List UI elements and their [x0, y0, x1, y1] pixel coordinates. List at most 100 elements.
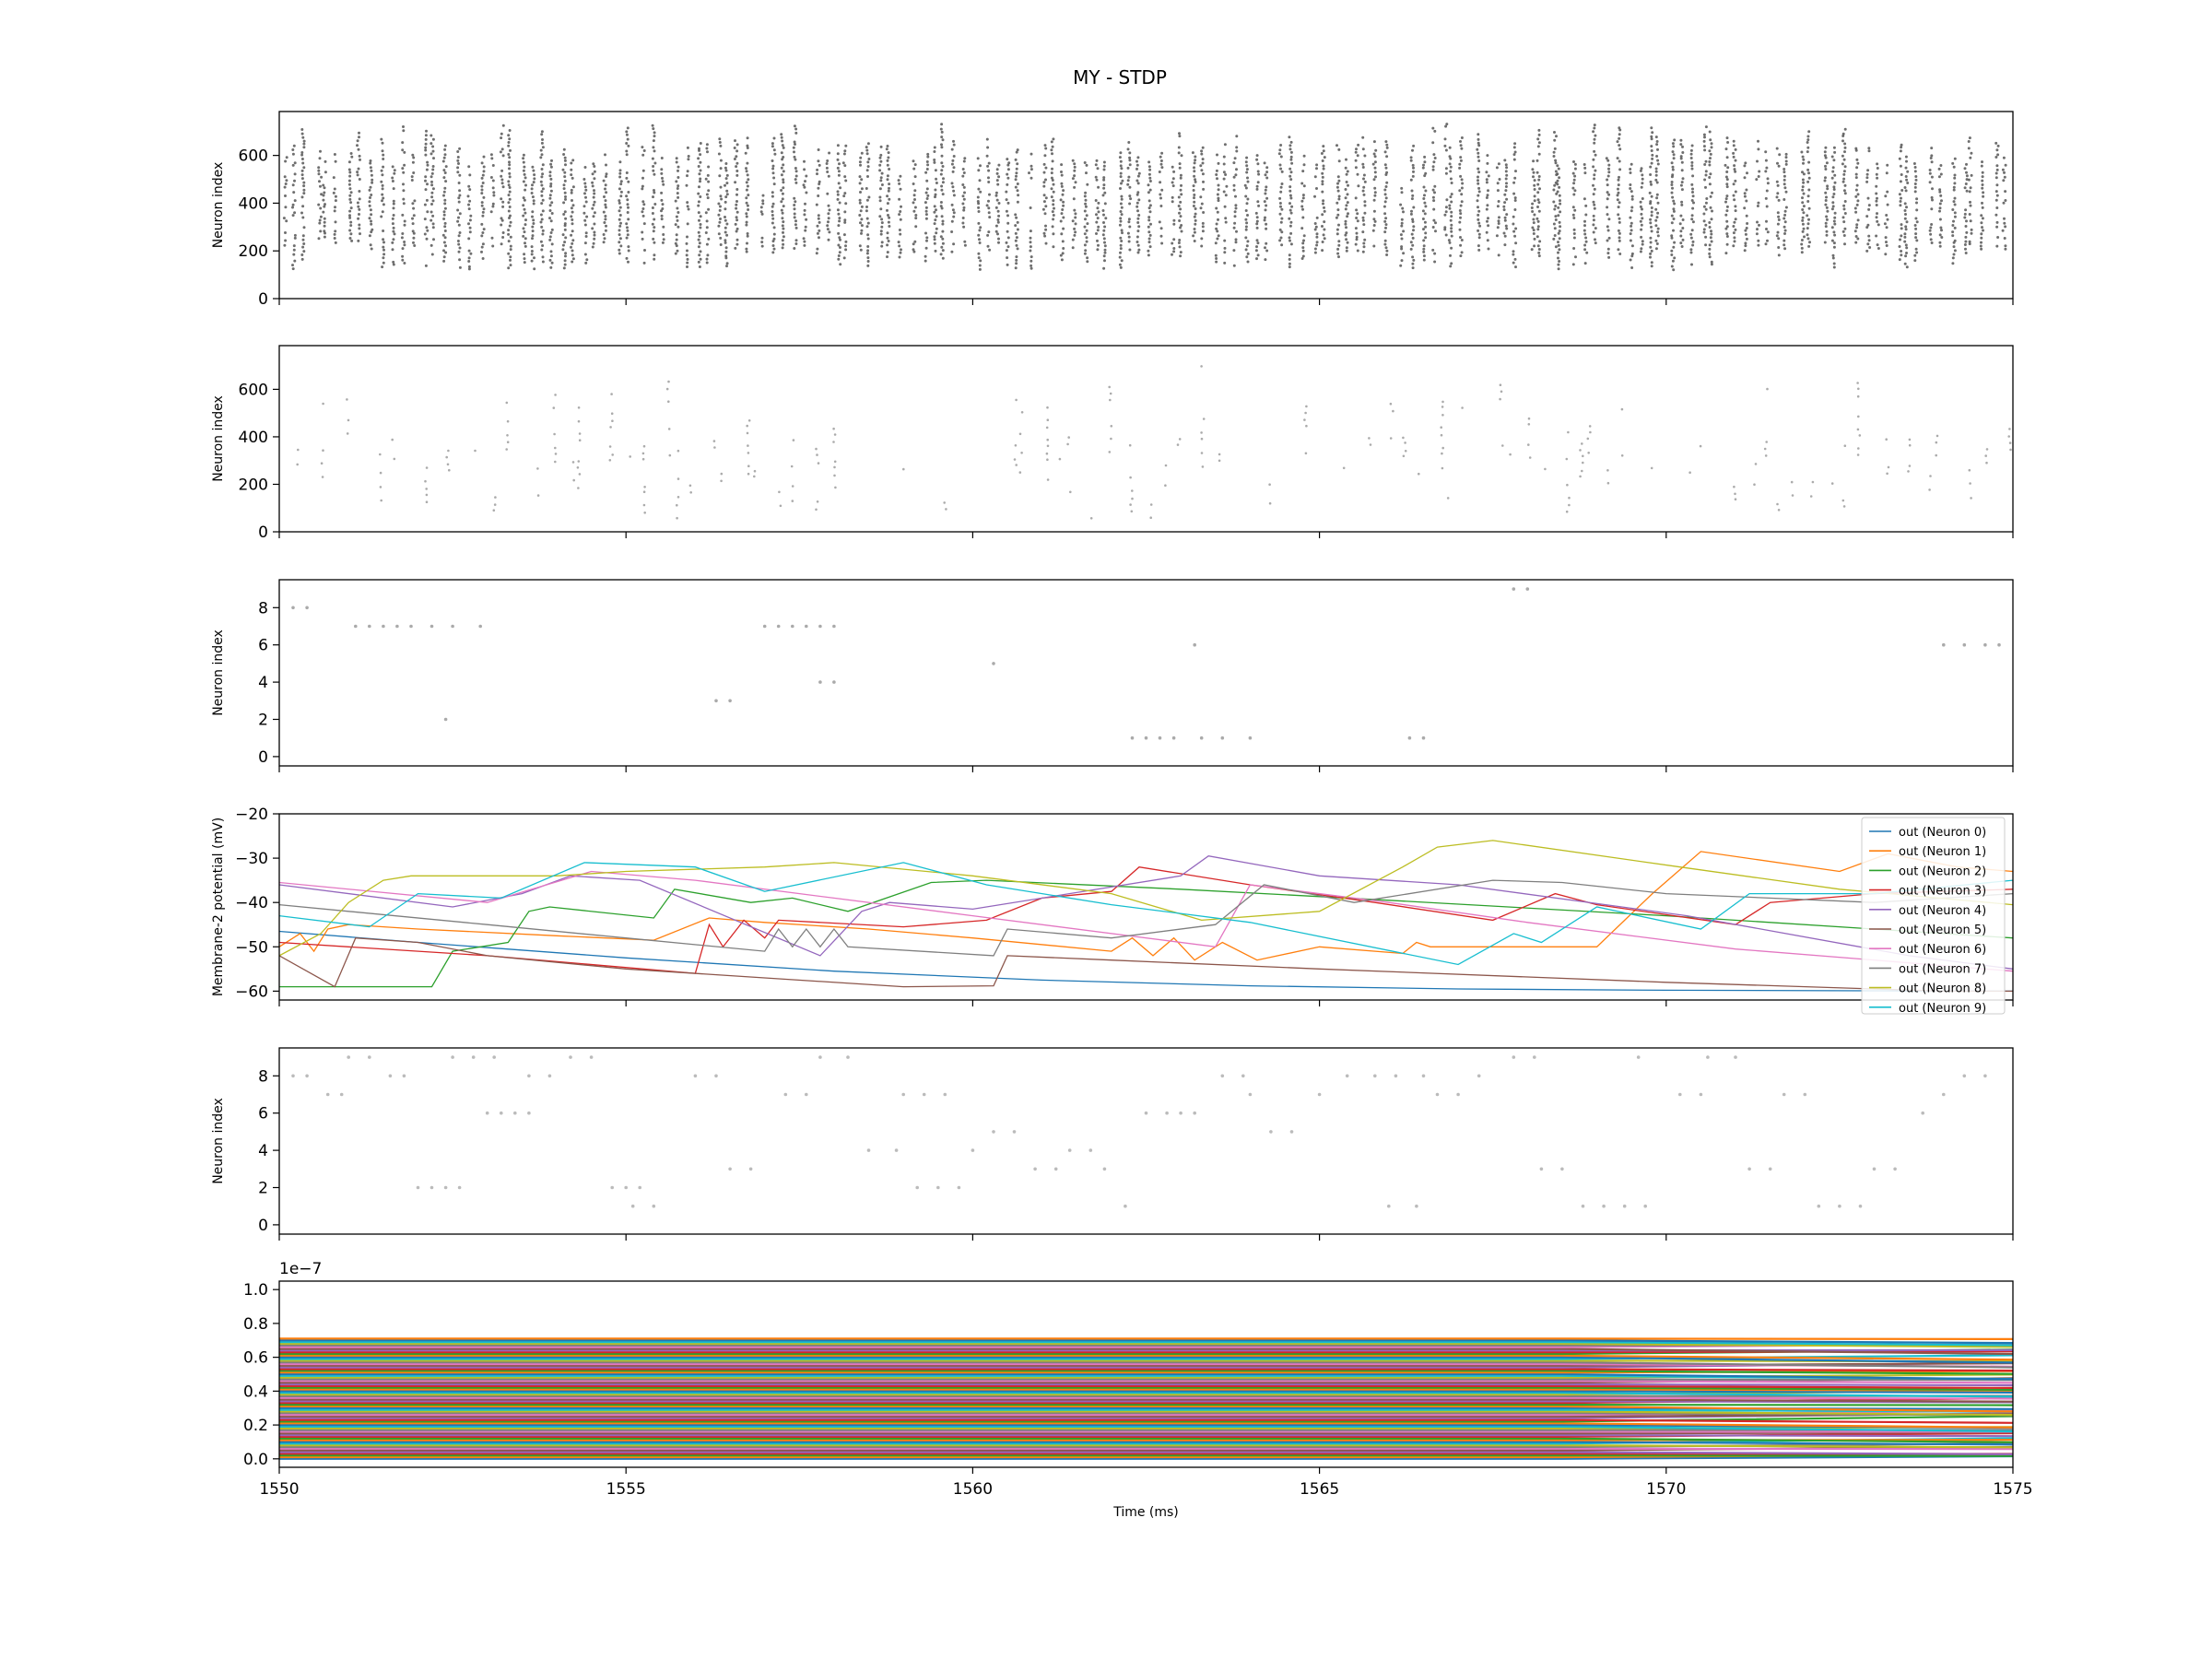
spike-dot — [592, 203, 595, 206]
spike-dot — [746, 232, 749, 235]
spike-dot — [1109, 392, 1112, 395]
spike-dot — [1654, 239, 1658, 242]
legend-item-label: out (Neuron 0) — [1899, 826, 1986, 840]
spike-dot — [1908, 443, 1912, 447]
spike-dot — [780, 151, 783, 155]
spike-dot — [1361, 147, 1365, 151]
spike-dot — [1097, 225, 1100, 229]
spike-dot — [1200, 149, 1204, 153]
spike-dot — [393, 169, 396, 172]
spike-dot — [500, 174, 503, 178]
spike-dot — [1853, 206, 1857, 210]
spike-dot — [734, 139, 736, 143]
spike-dot — [1244, 209, 1248, 212]
spike-dot — [735, 200, 738, 203]
spike-dot — [1201, 221, 1205, 225]
spike-dot — [359, 158, 361, 161]
spike-dot — [641, 169, 645, 172]
spike-dot — [735, 193, 738, 196]
spike-dot — [719, 205, 722, 208]
spike-dot — [507, 153, 511, 156]
spike-dot — [1400, 191, 1404, 194]
spike-dot — [1532, 232, 1535, 235]
spike-dot — [1193, 196, 1195, 200]
spike-dot — [1527, 423, 1531, 426]
spike-dot — [1135, 241, 1139, 243]
spike-dot — [443, 206, 447, 210]
spike-dot — [1671, 150, 1675, 154]
spike-dot — [1801, 201, 1805, 205]
spike-dot — [467, 184, 471, 188]
spike-dot — [424, 153, 428, 157]
spike-dot — [540, 130, 544, 134]
spike-dot — [547, 1074, 552, 1078]
spike-dot — [1235, 149, 1239, 153]
spike-dot — [1014, 266, 1018, 270]
spike-dot — [1385, 249, 1389, 253]
spike-dot — [1355, 235, 1359, 239]
spike-dot — [1680, 245, 1684, 248]
spike-dot — [381, 210, 384, 214]
spike-dot — [1536, 225, 1540, 229]
spike-dot — [1616, 140, 1619, 144]
spike-dot — [1302, 163, 1306, 167]
spike-dot — [1443, 144, 1447, 147]
spike-dot — [1607, 171, 1611, 174]
spike-dot — [357, 205, 360, 208]
spike-dot — [1147, 165, 1151, 169]
spike-dot — [369, 159, 372, 162]
spike-dot — [744, 151, 747, 155]
spike-dot — [1964, 235, 1968, 239]
spike-dot — [1119, 175, 1123, 179]
spike-dot — [1930, 147, 1934, 150]
spike-dot — [1732, 139, 1735, 143]
spike-dot — [618, 233, 621, 237]
spike-dot — [697, 204, 700, 207]
spike-dot — [1171, 181, 1174, 184]
spike-dot — [457, 234, 461, 238]
spike-dot — [508, 224, 512, 228]
spike-dot — [1533, 183, 1536, 187]
spike-dot — [817, 214, 820, 218]
spike-dot — [583, 192, 586, 195]
spike-dot — [793, 216, 796, 219]
spike-dot — [1288, 185, 1292, 189]
spike-dot — [1505, 173, 1509, 177]
spike-dot — [550, 201, 554, 205]
spike-dot — [1216, 193, 1219, 196]
spike-dot — [539, 180, 543, 183]
spike-dot — [1315, 167, 1318, 171]
spike-dot — [652, 146, 655, 149]
spike-dot — [1783, 168, 1786, 171]
spike-dot — [941, 256, 945, 260]
spike-dot — [836, 193, 840, 196]
y-tick-label: 6 — [258, 1105, 268, 1124]
spike-dot — [1411, 266, 1415, 270]
spike-dot — [1459, 159, 1463, 162]
spike-dot — [468, 173, 472, 177]
spike-dot — [1201, 146, 1205, 149]
spike-dot — [1313, 194, 1316, 198]
spike-dot — [1842, 158, 1846, 161]
spike-dot — [674, 199, 677, 203]
spike-dot — [2009, 448, 2012, 452]
spike-dot — [717, 202, 721, 206]
y-tick-label: −60 — [235, 982, 268, 1001]
spike-dot — [1968, 190, 1971, 194]
spike-dot — [1102, 164, 1106, 168]
spike-dot — [1905, 206, 1908, 209]
legend-box — [1861, 817, 2006, 1015]
spike-dot — [1322, 233, 1325, 237]
spike-dot — [1148, 176, 1152, 180]
spike-dot — [827, 220, 830, 224]
spike-dot — [2007, 435, 2010, 438]
spike-dot — [1193, 215, 1196, 218]
spike-dot — [1671, 165, 1675, 169]
spike-dot — [950, 203, 954, 206]
spike-dot — [1071, 177, 1075, 181]
spike-dot — [1424, 231, 1428, 235]
spike-dot — [1012, 1130, 1017, 1134]
spike-dot — [782, 170, 785, 173]
spike-dot — [429, 142, 433, 146]
spike-dot — [1930, 207, 1934, 211]
